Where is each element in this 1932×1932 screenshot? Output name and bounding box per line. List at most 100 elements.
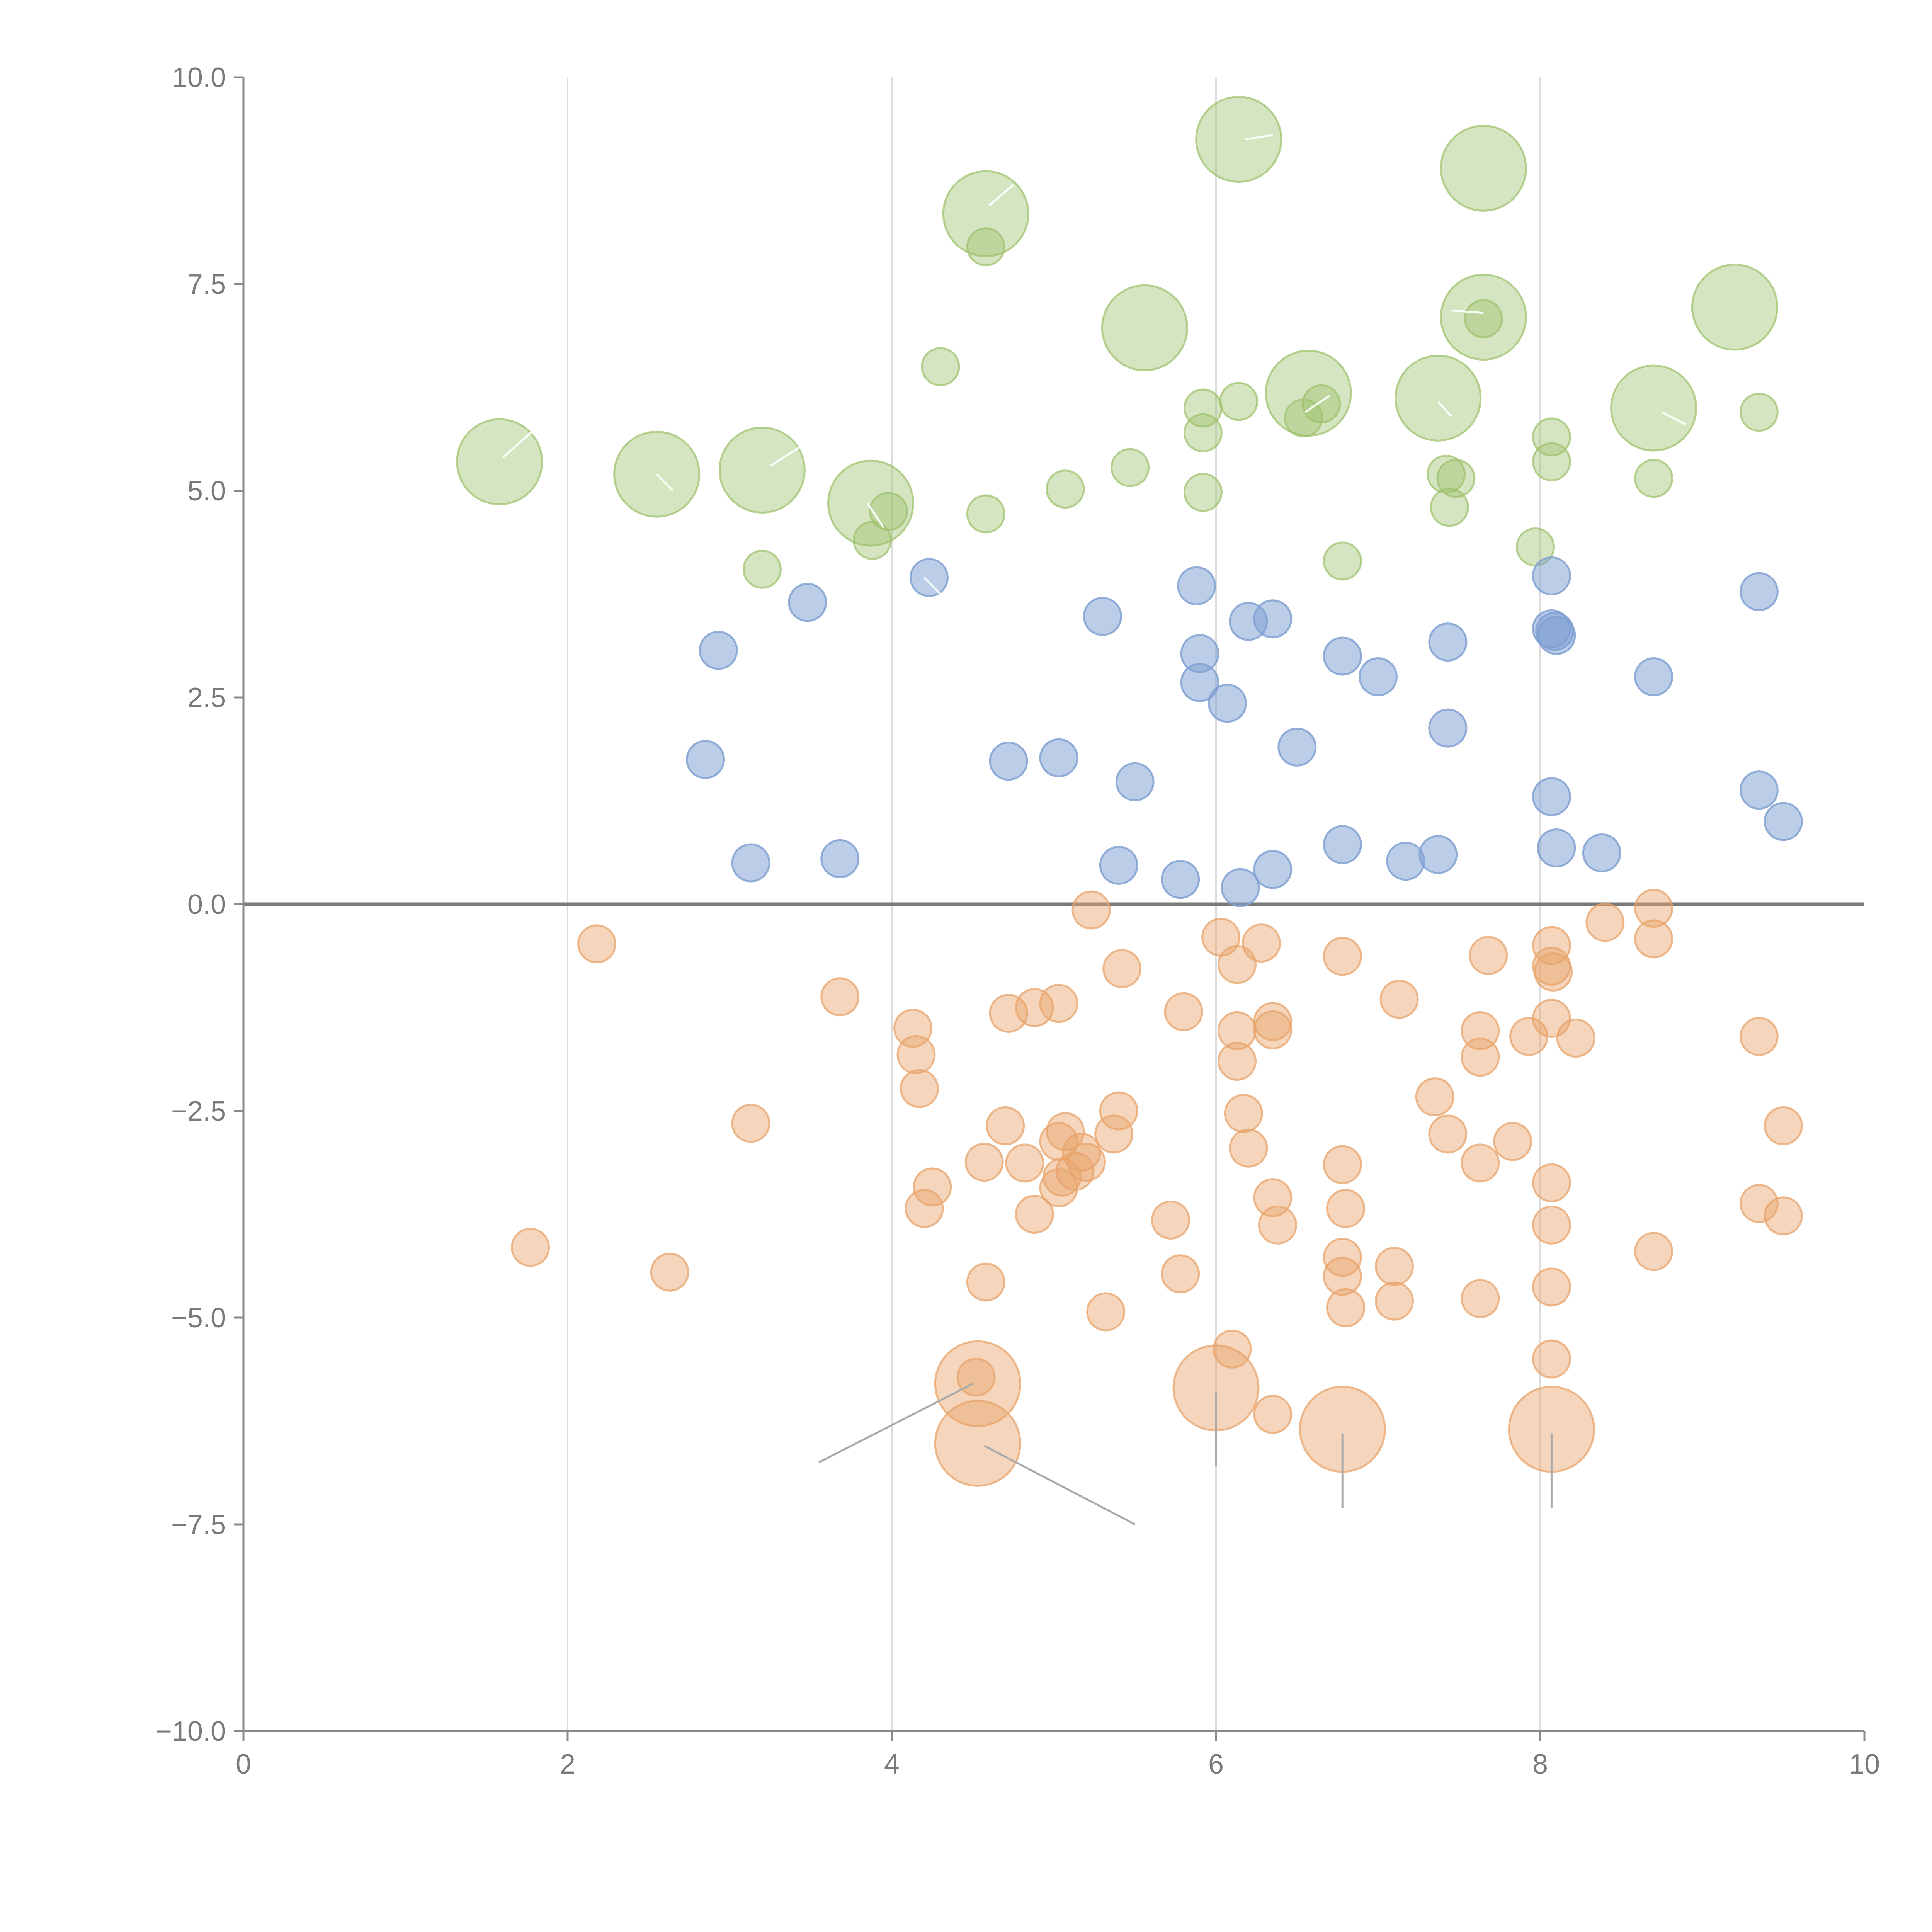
annotation-leader-line-light (988, 184, 1014, 206)
x-tick-label: 2 (560, 1749, 575, 1780)
orange-point (1532, 1205, 1571, 1245)
green-point (1440, 124, 1527, 212)
green-point (942, 170, 1029, 257)
green-point (1436, 459, 1476, 498)
annotation-leader-line-light (1245, 134, 1273, 140)
orange-point (964, 1143, 1004, 1182)
green-point (1046, 469, 1085, 509)
blue-point (1739, 572, 1779, 611)
orange-point (1039, 984, 1078, 1023)
blue-point (1253, 850, 1293, 889)
blue-point (1039, 738, 1078, 777)
orange-point (1532, 1339, 1571, 1379)
blue-point (1180, 663, 1219, 702)
blue-point (1208, 684, 1247, 723)
orange-point (1062, 1133, 1101, 1172)
blue-point (989, 742, 1028, 781)
x-tick-label: 0 (236, 1749, 251, 1780)
annotation-leader-line-light (770, 444, 803, 467)
orange-point (934, 1340, 1021, 1427)
orange-point (1415, 1077, 1454, 1117)
orange-point (905, 1189, 944, 1228)
blue-point (1386, 842, 1425, 881)
orange-point (1151, 1200, 1190, 1240)
blue-point (1115, 762, 1155, 801)
green-point (1195, 96, 1282, 183)
blue-point (1418, 835, 1458, 874)
blue-point (788, 583, 827, 622)
blue-point (1177, 566, 1216, 605)
green-point (1430, 488, 1469, 527)
orange-point (1739, 1184, 1779, 1223)
y-tick-label: 10.0 (172, 62, 226, 93)
blue-point (1634, 657, 1673, 696)
orange-point (1242, 923, 1281, 963)
orange-point (1323, 937, 1362, 976)
annotation-leader-line (818, 1383, 973, 1463)
x-tick-label: 6 (1208, 1749, 1224, 1780)
blue-point (909, 558, 949, 597)
blue-point (1532, 777, 1571, 816)
green-point (1183, 413, 1223, 452)
x-tick-label: 10 (1849, 1749, 1880, 1780)
orange-point (1634, 1232, 1673, 1271)
orange-point (1532, 1267, 1571, 1307)
orange-point (1461, 1143, 1500, 1183)
orange-point (1046, 1112, 1085, 1151)
green-point (1323, 541, 1362, 581)
blue-point (1764, 802, 1803, 841)
blue-point (1323, 825, 1362, 864)
annotation-leader-line-light (866, 502, 885, 529)
orange-point (1326, 1288, 1366, 1327)
blue-point (1161, 860, 1200, 899)
orange-point (1015, 1195, 1054, 1234)
green-point (921, 347, 960, 386)
x-tick-label: 8 (1532, 1749, 1548, 1780)
green-point (1302, 384, 1341, 423)
orange-point (1461, 1279, 1500, 1318)
blue-point (1277, 727, 1317, 767)
orange-point (1161, 1254, 1200, 1294)
green-point (1691, 264, 1778, 351)
orange-point (1253, 1002, 1293, 1041)
y-tick-label: −10.0 (156, 1716, 226, 1747)
green-point (1532, 442, 1571, 481)
orange-point (1634, 889, 1673, 928)
blue-point (820, 839, 860, 878)
orange-point (1634, 919, 1673, 959)
orange-point (1086, 1292, 1126, 1332)
orange-point (1015, 988, 1054, 1027)
orange-point (1532, 1163, 1571, 1202)
orange-point (934, 1400, 1021, 1487)
orange-point (1099, 1091, 1138, 1131)
y-tick-label: −2.5 (171, 1096, 226, 1127)
orange-point (650, 1252, 689, 1292)
green-point (1610, 364, 1697, 452)
orange-point (1213, 1329, 1252, 1369)
orange-point (1374, 1247, 1414, 1286)
orange-point (1556, 1019, 1595, 1058)
annotation-leader-line-light (1451, 309, 1484, 314)
orange-point (1253, 1010, 1293, 1049)
green-point (1101, 284, 1188, 371)
y-tick-label: −7.5 (171, 1509, 226, 1540)
green-point (1265, 349, 1352, 437)
blue-point (1582, 833, 1621, 872)
annotation-leader-line (983, 1445, 1136, 1526)
y-tick-label: 7.5 (187, 269, 226, 300)
annotation-leader-line-light (502, 428, 536, 459)
blue-point (731, 843, 770, 883)
orange-point (1005, 1143, 1044, 1183)
orange-point (1164, 992, 1203, 1031)
blue-point (1099, 845, 1138, 885)
orange-point (966, 1262, 1005, 1302)
green-point (827, 459, 914, 547)
orange-point (1323, 1145, 1362, 1184)
annotation-leader-line-light (1437, 401, 1452, 417)
green-point (1219, 382, 1259, 421)
leader-layer (502, 134, 1687, 1526)
blue-point (1083, 597, 1122, 636)
green-point (456, 418, 543, 505)
orange-point (1469, 936, 1508, 975)
green-point (1395, 354, 1482, 442)
